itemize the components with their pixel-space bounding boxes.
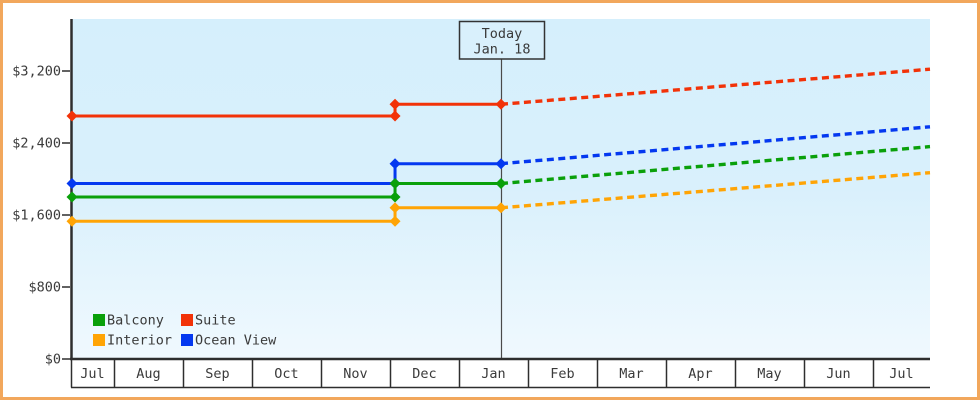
legend: Balcony Suite Interior Ocean View xyxy=(93,313,277,349)
x-axis-month-label: Jan xyxy=(481,366,505,382)
legend-item-ocean-view: Ocean View xyxy=(181,333,277,349)
data-point-marker xyxy=(389,158,401,170)
data-point-marker xyxy=(495,158,507,170)
x-axis-month-label: Jun xyxy=(826,366,850,382)
x-axis-month-label: Jul xyxy=(80,366,104,382)
today-date: Jan. 18 xyxy=(474,42,531,58)
data-point-marker xyxy=(389,98,401,110)
x-axis-month-label: Dec xyxy=(412,366,436,382)
projected-price-line-interior xyxy=(500,171,931,210)
data-point-marker xyxy=(495,202,507,214)
x-axis-month-label: Sep xyxy=(205,366,229,382)
data-point-marker xyxy=(66,110,78,122)
price-line-ocean-view xyxy=(72,162,501,185)
legend-item-suite: Suite xyxy=(181,313,236,329)
x-axis-month-label: Mar xyxy=(619,366,643,382)
series-interior xyxy=(66,171,931,227)
y-axis-tick-label: $1,600 xyxy=(12,208,61,224)
today-box xyxy=(458,20,546,60)
cabin-price-history-chart: Jul Aug Sep Oct Nov Dec Jan Feb Mar Apr May Jun Jul $… xyxy=(12,19,931,389)
data-point-marker xyxy=(66,191,78,203)
legend-label-suite: Suite xyxy=(195,313,236,329)
price-line-balcony xyxy=(72,182,501,199)
x-axis-month-label: May xyxy=(757,366,781,382)
projected-price-line-balcony xyxy=(500,144,931,186)
data-point-marker xyxy=(389,215,401,227)
x-axis-month-label: Nov xyxy=(343,366,367,382)
legend-swatch-ocean-view xyxy=(181,334,193,346)
y-axis-tick-label: $3,200 xyxy=(12,64,61,80)
x-axis-month-label: Feb xyxy=(550,366,574,382)
data-point-marker xyxy=(495,178,507,189)
legend-swatch-suite xyxy=(181,314,193,326)
data-point-marker xyxy=(389,191,401,203)
data-point-marker xyxy=(389,178,401,189)
today-annotation: Today Jan. 18 xyxy=(458,20,546,60)
axes-layer: Jul Aug Sep Oct Nov Dec Jan Feb Mar Apr May Jun Jul $… xyxy=(12,19,930,389)
legend-item-interior: Interior xyxy=(93,333,172,349)
series-suite xyxy=(66,67,931,122)
price-line-suite xyxy=(72,102,501,118)
projected-price-line-suite xyxy=(500,67,931,106)
series-layer xyxy=(66,67,931,227)
x-axis-month-label: Aug xyxy=(136,366,160,382)
x-axis-month-label: Apr xyxy=(688,366,712,382)
series-balcony xyxy=(66,144,931,203)
y-axis-tick-label: $0 xyxy=(45,352,61,368)
legend-swatch-balcony xyxy=(93,314,105,326)
x-axis-month-label: Jul xyxy=(889,366,913,382)
x-axis-month-label: Oct xyxy=(274,366,298,382)
data-point-marker xyxy=(66,178,78,189)
legend-item-balcony: Balcony xyxy=(93,313,164,329)
projected-price-line-ocean-view xyxy=(500,125,931,166)
data-point-marker xyxy=(66,215,78,227)
legend-swatch-interior xyxy=(93,334,105,346)
y-axis-tick-label: $800 xyxy=(28,280,61,296)
price-line-interior xyxy=(72,206,501,223)
legend-label-interior: Interior xyxy=(107,333,172,349)
y-axis-tick-label: $2,400 xyxy=(12,136,61,152)
data-point-marker xyxy=(495,98,507,110)
legend-label-balcony: Balcony xyxy=(107,313,164,329)
data-point-marker xyxy=(389,110,401,122)
legend-label-ocean-view: Ocean View xyxy=(195,333,277,349)
data-point-marker xyxy=(389,202,401,214)
today-title: Today xyxy=(482,26,523,42)
